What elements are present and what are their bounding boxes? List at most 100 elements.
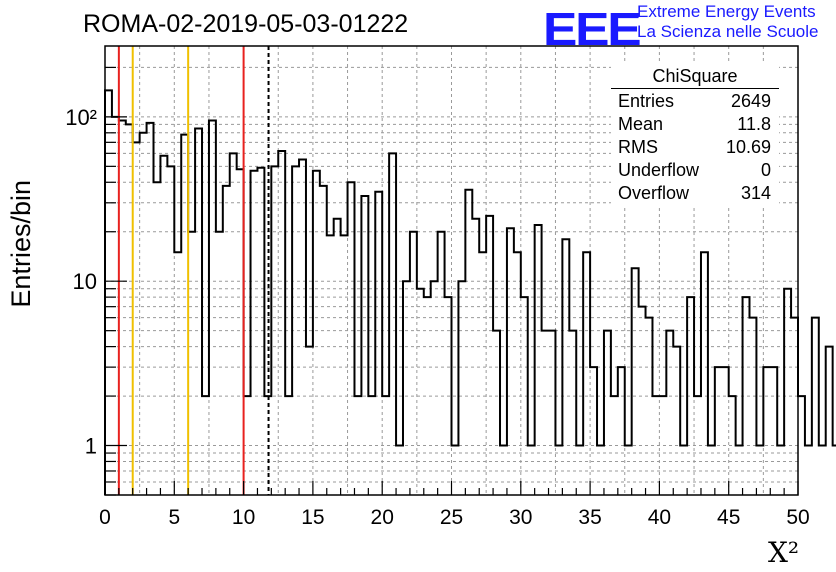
stats-value: 11.8 bbox=[737, 114, 771, 134]
histogram-series bbox=[104, 89, 836, 495]
histogram-bin bbox=[105, 90, 112, 495]
histogram-bin bbox=[722, 367, 729, 495]
histogram-bin bbox=[216, 232, 223, 495]
histogram-bin bbox=[569, 331, 576, 495]
histogram-bin bbox=[542, 331, 549, 495]
histogram-bin bbox=[271, 166, 278, 495]
histogram-bin bbox=[798, 396, 805, 495]
histogram-bin bbox=[500, 446, 507, 495]
histogram-bin bbox=[604, 331, 611, 495]
histogram-bin bbox=[756, 446, 763, 495]
histogram-bin bbox=[472, 219, 479, 495]
logo-text-line1: Extreme Energy Events bbox=[637, 2, 816, 21]
y-tick-label: 10² bbox=[65, 105, 97, 130]
histogram-bin bbox=[348, 182, 355, 495]
histogram-bin bbox=[251, 171, 258, 495]
histogram-bin bbox=[549, 331, 556, 495]
stats-row-mean: Mean 11.8 bbox=[611, 113, 779, 136]
histogram-bin bbox=[313, 171, 320, 495]
histogram-bin bbox=[618, 367, 625, 495]
stats-row-overflow: Overflow 314 bbox=[611, 182, 779, 205]
histogram-bin bbox=[625, 446, 632, 495]
histogram-bin bbox=[320, 186, 327, 495]
x-tick-label: 45 bbox=[717, 506, 740, 529]
stats-label: Entries bbox=[618, 91, 675, 111]
histogram-bin bbox=[285, 396, 292, 495]
stats-value: 0 bbox=[760, 160, 771, 180]
histogram-bin bbox=[770, 367, 777, 495]
histogram-bin bbox=[119, 121, 126, 495]
histogram-bin bbox=[486, 216, 493, 495]
stats-label: Underflow bbox=[618, 160, 700, 180]
histogram-bin bbox=[736, 446, 743, 495]
histogram-bin bbox=[396, 446, 403, 495]
histogram-bin bbox=[375, 192, 382, 495]
histogram-bin bbox=[354, 396, 361, 495]
histogram-bin bbox=[652, 396, 659, 495]
stats-label: Overflow bbox=[618, 183, 690, 203]
histogram-bin bbox=[174, 252, 181, 495]
logo-text-line2: La Scienza nelle Scuole bbox=[637, 22, 819, 41]
histogram-bin bbox=[535, 225, 542, 495]
histogram-bin bbox=[424, 297, 431, 495]
histogram-bin bbox=[223, 186, 230, 495]
histogram-bin bbox=[763, 367, 770, 495]
histogram-bin bbox=[306, 347, 313, 495]
histogram-bin bbox=[181, 135, 188, 495]
histogram-bin bbox=[188, 232, 195, 495]
histogram-bin bbox=[230, 153, 237, 495]
histogram-bin bbox=[639, 307, 646, 495]
histogram-bin bbox=[403, 281, 410, 495]
histogram-bin bbox=[410, 232, 417, 495]
stats-title: ChiSquare bbox=[611, 64, 779, 89]
histogram-bin bbox=[368, 396, 375, 495]
histogram-bin bbox=[749, 318, 756, 495]
stats-row-entries: Entries 2649 bbox=[611, 90, 779, 113]
histogram-bin bbox=[341, 235, 348, 495]
histogram-bin bbox=[438, 232, 445, 495]
stats-value: 314 bbox=[740, 183, 771, 203]
histogram-bin bbox=[493, 331, 500, 495]
histogram-bin bbox=[833, 446, 836, 495]
histogram-bin bbox=[445, 297, 452, 495]
histogram-bin bbox=[154, 182, 161, 495]
histogram-bin bbox=[327, 235, 334, 495]
histogram-bin bbox=[673, 347, 680, 495]
histogram-bin bbox=[576, 446, 583, 495]
histogram-bin bbox=[791, 318, 798, 495]
stats-row-rms: RMS 10.69 bbox=[611, 136, 779, 159]
histogram-bin bbox=[237, 169, 244, 495]
histogram-bin bbox=[784, 289, 791, 495]
histogram-bin bbox=[715, 367, 722, 495]
histogram-bin bbox=[528, 446, 535, 495]
histogram-bin bbox=[160, 156, 167, 495]
stats-value: 10.69 bbox=[725, 137, 771, 157]
stats-box: ChiSquare Entries 2649 Mean 11.8 RMS 10.… bbox=[611, 64, 779, 205]
x-axis-label: X² bbox=[768, 536, 800, 569]
x-tick-label: 10 bbox=[232, 506, 255, 529]
stats-value: 2649 bbox=[730, 91, 771, 111]
histogram-bin bbox=[805, 446, 812, 495]
histogram-bin bbox=[209, 121, 216, 495]
histogram-bin bbox=[299, 160, 306, 495]
y-tick-label: 1 bbox=[85, 434, 97, 459]
histogram-bin bbox=[611, 396, 618, 495]
histogram-bin bbox=[632, 268, 639, 495]
histogram-bin bbox=[583, 252, 590, 495]
histogram-bin bbox=[521, 297, 528, 495]
histogram-bin bbox=[479, 252, 486, 495]
histogram-bin bbox=[777, 446, 784, 495]
histogram-bin bbox=[382, 396, 389, 495]
histogram-bin bbox=[452, 446, 459, 495]
eee-logo: EEE bbox=[543, 3, 642, 55]
histogram-bin bbox=[590, 367, 597, 495]
histogram-bin bbox=[708, 446, 715, 495]
histogram-bin bbox=[646, 318, 653, 495]
histogram-bin bbox=[826, 347, 833, 495]
histogram-bin bbox=[389, 153, 396, 495]
x-tick-label: 15 bbox=[301, 506, 324, 529]
histogram-bin bbox=[812, 318, 819, 495]
histogram-bin bbox=[659, 396, 666, 495]
stats-label: RMS bbox=[618, 137, 658, 157]
